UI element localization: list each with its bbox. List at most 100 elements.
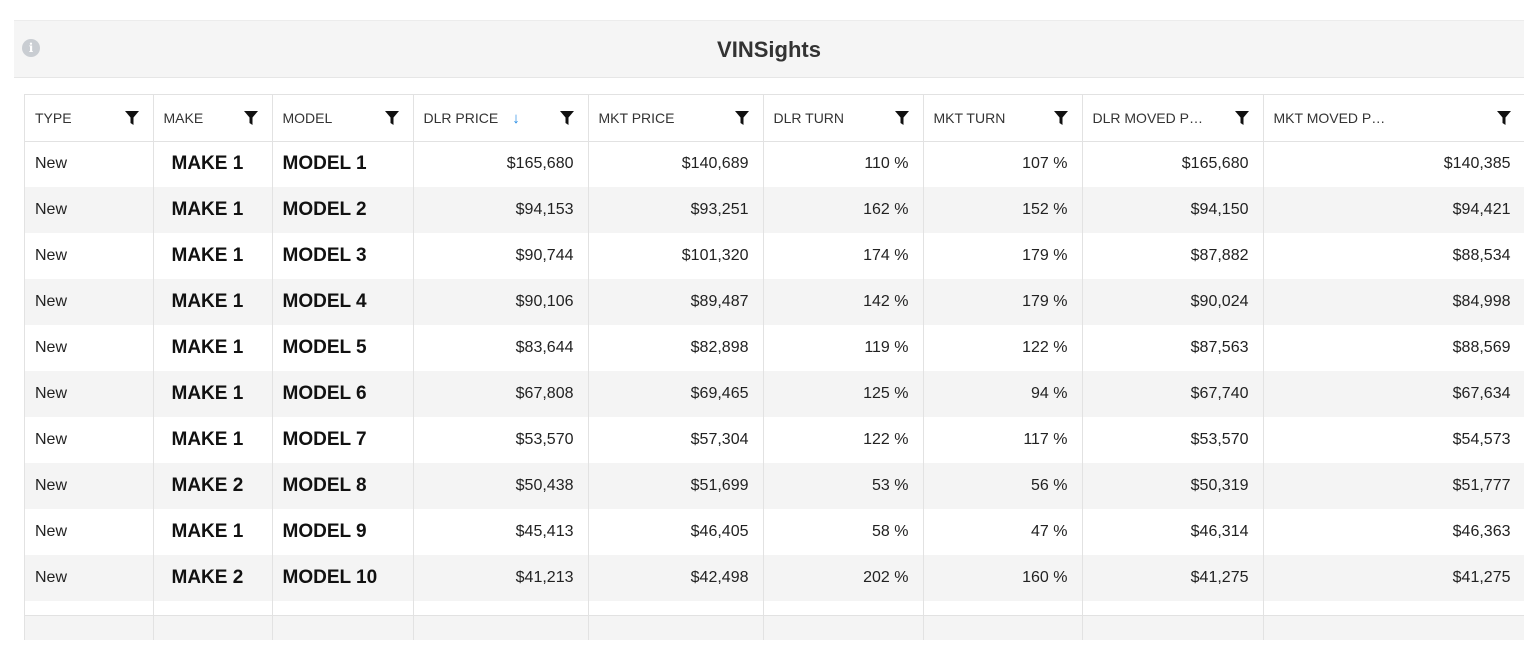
filter-icon[interactable] xyxy=(734,111,749,125)
cell-make: MAKE 1 xyxy=(153,325,273,371)
cell-make: MAKE 1 xyxy=(153,187,273,233)
cell-model: MODEL 5 xyxy=(272,325,414,371)
column-header-label: MODEL xyxy=(282,110,333,127)
empty-cell xyxy=(1082,615,1264,640)
cell-dlr-turn: 162 % xyxy=(763,187,924,233)
empty-cell xyxy=(413,601,589,616)
cell-mkt-price: $51,699 xyxy=(588,463,764,509)
cell-dlr-moved-price: $165,680 xyxy=(1082,141,1264,187)
filter-icon[interactable] xyxy=(1053,111,1068,125)
cell-mkt-moved-price: $94,421 xyxy=(1263,187,1524,233)
cell-dlr-turn: 174 % xyxy=(763,233,924,279)
column-header-mkt-turn[interactable]: MKT TURN xyxy=(923,95,1083,142)
column-header-type[interactable]: TYPE xyxy=(25,95,154,142)
cell-dlr-moved-price: $41,275 xyxy=(1082,555,1264,601)
cell-dlr-turn: 53 % xyxy=(763,463,924,509)
cell-dlr-price: $45,413 xyxy=(413,509,589,555)
cell-mkt-turn: 122 % xyxy=(923,325,1083,371)
cell-type: New xyxy=(25,141,154,187)
cell-mkt-moved-price: $88,569 xyxy=(1263,325,1524,371)
filter-icon[interactable] xyxy=(1496,111,1511,125)
cell-mkt-turn: 56 % xyxy=(923,463,1083,509)
column-header-label: DLR MOVED PRI... xyxy=(1092,110,1211,127)
empty-cell xyxy=(763,615,924,640)
empty-cell xyxy=(1263,615,1524,640)
cell-model: MODEL 3 xyxy=(272,233,414,279)
cell-mkt-moved-price: $84,998 xyxy=(1263,279,1524,325)
table-row[interactable]: New MAKE 1 MODEL 2 $94,153 $93,251 162 % 152 %… xyxy=(25,187,1524,233)
table-row[interactable]: New MAKE 1 MODEL 3 $90,744 $101,320 174 % 179 … xyxy=(25,233,1524,279)
cell-mkt-price: $82,898 xyxy=(588,325,764,371)
filter-icon[interactable] xyxy=(384,111,399,125)
cell-type: New xyxy=(25,463,154,509)
cell-type: New xyxy=(25,187,154,233)
cell-make: MAKE 1 xyxy=(153,279,273,325)
cell-dlr-price: $94,153 xyxy=(413,187,589,233)
cell-dlr-moved-price: $87,882 xyxy=(1082,233,1264,279)
cell-type: New xyxy=(25,325,154,371)
cell-dlr-moved-price: $90,024 xyxy=(1082,279,1264,325)
cell-mkt-price: $42,498 xyxy=(588,555,764,601)
filter-icon[interactable] xyxy=(559,111,574,125)
empty-cell xyxy=(588,601,764,616)
cell-dlr-turn: 119 % xyxy=(763,325,924,371)
column-header-label: MKT TURN xyxy=(933,110,1006,127)
table-row[interactable]: New MAKE 2 MODEL 10 $41,213 $42,498 202 % 160 … xyxy=(25,555,1524,601)
empty-cell xyxy=(923,615,1083,640)
table-row[interactable]: New MAKE 1 MODEL 9 $45,413 $46,405 58 % 47 % $4… xyxy=(25,509,1524,555)
table-row[interactable]: New MAKE 1 MODEL 5 $83,644 $82,898 119 % 122 %… xyxy=(25,325,1524,371)
cell-mkt-price: $101,320 xyxy=(588,233,764,279)
cell-dlr-price: $53,570 xyxy=(413,417,589,463)
cell-mkt-turn: 160 % xyxy=(923,555,1083,601)
cell-make: MAKE 2 xyxy=(153,555,273,601)
cell-mkt-turn: 179 % xyxy=(923,233,1083,279)
column-header-make[interactable]: MAKE xyxy=(153,95,273,142)
filter-icon[interactable] xyxy=(894,111,909,125)
cell-dlr-price: $50,438 xyxy=(413,463,589,509)
filter-icon[interactable] xyxy=(124,111,139,125)
title-bar: i VINSights xyxy=(14,20,1524,78)
cell-model: MODEL 7 xyxy=(272,417,414,463)
column-header-model[interactable]: MODEL xyxy=(272,95,414,142)
column-header-mkt-moved-price[interactable]: MKT MOVED PRICE xyxy=(1263,95,1524,142)
cell-dlr-turn: 142 % xyxy=(763,279,924,325)
cell-mkt-price: $93,251 xyxy=(588,187,764,233)
column-header-mkt-price[interactable]: MKT PRICE xyxy=(588,95,764,142)
cell-dlr-turn: 202 % xyxy=(763,555,924,601)
cell-dlr-moved-price: $53,570 xyxy=(1082,417,1264,463)
table-row[interactable]: New MAKE 1 MODEL 7 $53,570 $57,304 122 % 117 %… xyxy=(25,417,1524,463)
cell-dlr-moved-price: $87,563 xyxy=(1082,325,1264,371)
cell-type: New xyxy=(25,233,154,279)
cell-make: MAKE 1 xyxy=(153,509,273,555)
table-row[interactable]: New MAKE 2 MODEL 8 $50,438 $51,699 53 % 56 % $5… xyxy=(25,463,1524,509)
cell-mkt-price: $140,689 xyxy=(588,141,764,187)
empty-cell xyxy=(1263,601,1524,616)
cell-dlr-price: $67,808 xyxy=(413,371,589,417)
table-row[interactable]: New MAKE 1 MODEL 4 $90,106 $89,487 142 % 179 %… xyxy=(25,279,1524,325)
empty-cell xyxy=(25,615,154,640)
cell-make: MAKE 1 xyxy=(153,233,273,279)
cell-mkt-turn: 179 % xyxy=(923,279,1083,325)
column-header-label: DLR PRICE xyxy=(423,110,499,127)
cell-mkt-price: $46,405 xyxy=(588,509,764,555)
cell-dlr-price: $83,644 xyxy=(413,325,589,371)
info-icon[interactable]: i xyxy=(22,39,40,57)
table-row[interactable]: New MAKE 1 MODEL 1 $165,680 $140,689 110 % 107… xyxy=(25,141,1524,187)
column-header-dlr-turn[interactable]: DLR TURN xyxy=(763,95,924,142)
cell-make: MAKE 2 xyxy=(153,463,273,509)
empty-cell xyxy=(272,601,414,616)
cell-mkt-price: $57,304 xyxy=(588,417,764,463)
empty-cell xyxy=(153,601,273,616)
filter-icon[interactable] xyxy=(1234,111,1249,125)
empty-cell xyxy=(272,615,414,640)
empty-cell xyxy=(588,615,764,640)
table-spacer-row xyxy=(25,601,1524,616)
sort-descending-icon[interactable]: ↓ xyxy=(512,109,520,127)
column-header-dlr-price[interactable]: DLR PRICE ↓ xyxy=(413,95,589,142)
table-row[interactable]: New MAKE 1 MODEL 6 $67,808 $69,465 125 % 94 % $… xyxy=(25,371,1524,417)
filter-icon[interactable] xyxy=(243,111,258,125)
cell-mkt-turn: 107 % xyxy=(923,141,1083,187)
cell-type: New xyxy=(25,279,154,325)
column-header-dlr-moved-price[interactable]: DLR MOVED PRI... xyxy=(1082,95,1264,142)
column-header-label: TYPE xyxy=(35,110,72,127)
